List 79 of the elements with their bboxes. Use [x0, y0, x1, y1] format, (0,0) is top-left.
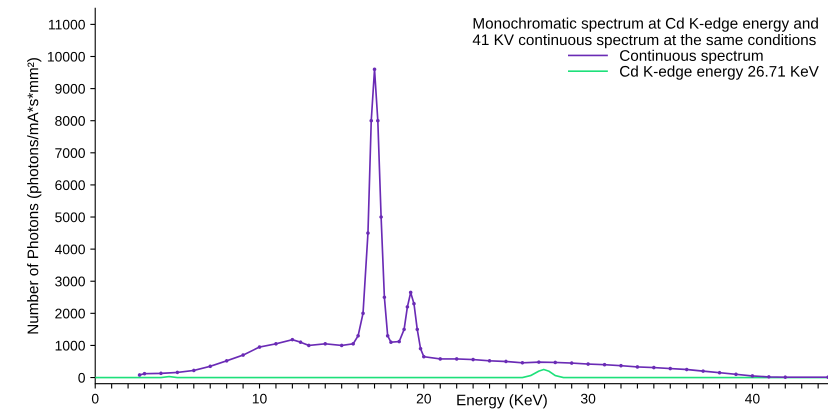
- point: [376, 118, 380, 123]
- y-tick-label: 4000: [54, 244, 85, 254]
- point: [734, 372, 738, 376]
- legend-label: Cd K-edge energy 26.71 KeV: [620, 66, 819, 80]
- point: [767, 375, 771, 379]
- point: [668, 366, 672, 370]
- point: [372, 68, 376, 72]
- y-tick-label: 11000: [48, 20, 85, 30]
- point: [298, 340, 302, 344]
- point: [438, 357, 442, 361]
- point: [750, 374, 754, 378]
- point: [454, 357, 458, 361]
- line-series: [95, 368, 828, 378]
- point: [224, 359, 228, 363]
- y-tick-label: 8000: [55, 116, 85, 126]
- point: [369, 118, 374, 123]
- point: [636, 365, 640, 369]
- x-tick-label: 30: [580, 394, 596, 404]
- point: [389, 340, 393, 344]
- point: [356, 334, 360, 338]
- point: [602, 362, 606, 367]
- point: [323, 342, 328, 346]
- point: [488, 359, 492, 363]
- point: [241, 353, 245, 357]
- point: [406, 305, 410, 309]
- point: [684, 368, 689, 372]
- point: [701, 369, 705, 373]
- point: [619, 364, 623, 368]
- point: [586, 362, 590, 366]
- point: [382, 295, 386, 300]
- y-axis-title: Number of Photons (photons/mA*s*mm²): [27, 58, 42, 334]
- x-tick-label: 40: [745, 394, 760, 404]
- point: [258, 345, 262, 349]
- point: [783, 375, 788, 380]
- y-tick-label: 3000: [55, 276, 85, 286]
- point: [307, 344, 311, 348]
- point: [553, 360, 558, 364]
- point: [159, 372, 163, 376]
- point: [290, 338, 294, 342]
- x-tick-label: 20: [416, 394, 432, 404]
- point: [361, 312, 365, 316]
- legend-title: Monochromatic spectrum at Cd K-edge energy and 41 KV continuous spectrum at the same conditions: [472, 18, 818, 48]
- point: [718, 370, 722, 375]
- point: [570, 361, 574, 365]
- y-tick-label: 1000: [56, 340, 85, 351]
- point: [192, 368, 196, 372]
- y-tick-label: 5000: [55, 212, 85, 222]
- point: [379, 215, 383, 219]
- point: [520, 360, 524, 365]
- point: [351, 342, 355, 346]
- point: [208, 364, 212, 368]
- y-tick-label: 7000: [55, 148, 85, 158]
- y-tick-label: 10000: [48, 52, 85, 62]
- y-tick-label: 0: [78, 372, 85, 383]
- x-tick-label: 0: [92, 394, 99, 404]
- x-tick-label: 10: [252, 394, 267, 404]
- y-tick-label: 9000: [55, 84, 85, 94]
- point: [176, 370, 180, 374]
- point: [366, 231, 370, 235]
- point: [652, 366, 656, 370]
- legend-label: Continuous spectrum: [620, 50, 763, 64]
- point: [422, 354, 426, 358]
- point: [142, 372, 146, 376]
- point: [504, 360, 508, 364]
- point: [415, 328, 420, 332]
- point: [340, 344, 344, 348]
- point: [471, 358, 475, 362]
- point: [386, 334, 390, 338]
- point: [537, 360, 541, 364]
- point: [408, 290, 412, 294]
- point: [418, 346, 422, 350]
- point: [402, 328, 406, 332]
- y-tick-label: 6000: [55, 180, 85, 190]
- point: [412, 302, 416, 306]
- point: [397, 340, 401, 344]
- point: [274, 342, 278, 346]
- y-tick-label: 2000: [55, 308, 85, 318]
- x-axis-title: Energy (KeV): [457, 394, 547, 408]
- point: [138, 373, 142, 377]
